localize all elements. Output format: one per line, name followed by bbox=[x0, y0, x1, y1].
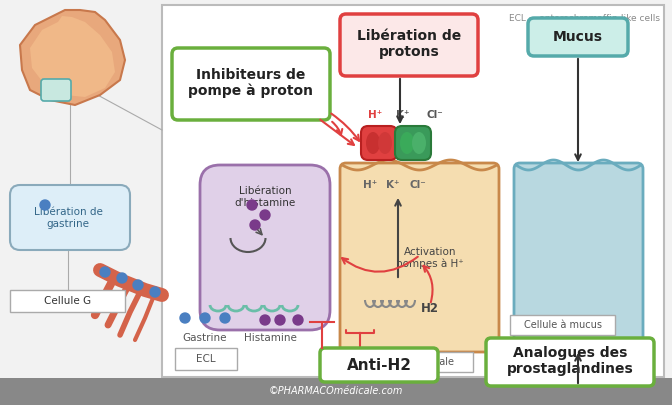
Circle shape bbox=[293, 315, 303, 325]
FancyBboxPatch shape bbox=[200, 165, 330, 330]
Text: Mucus: Mucus bbox=[553, 30, 603, 44]
FancyBboxPatch shape bbox=[528, 18, 628, 56]
Text: Cl⁻: Cl⁻ bbox=[410, 180, 426, 190]
Circle shape bbox=[200, 313, 210, 323]
Text: H2: H2 bbox=[421, 301, 439, 315]
Polygon shape bbox=[20, 10, 125, 105]
Circle shape bbox=[40, 200, 50, 210]
FancyBboxPatch shape bbox=[340, 14, 478, 76]
Polygon shape bbox=[30, 16, 115, 97]
Text: Analogues des
prostaglandines: Analogues des prostaglandines bbox=[507, 346, 634, 376]
FancyBboxPatch shape bbox=[10, 185, 130, 250]
Ellipse shape bbox=[366, 132, 380, 154]
Text: Activation
pompes à H⁺: Activation pompes à H⁺ bbox=[396, 247, 464, 269]
Bar bbox=[175, 348, 237, 370]
FancyBboxPatch shape bbox=[361, 126, 397, 160]
Text: Cellule G: Cellule G bbox=[44, 296, 91, 306]
FancyBboxPatch shape bbox=[172, 48, 330, 120]
Text: Cl⁻: Cl⁻ bbox=[427, 110, 444, 120]
Circle shape bbox=[180, 313, 190, 323]
Circle shape bbox=[275, 315, 285, 325]
Circle shape bbox=[133, 280, 143, 290]
Text: H⁺: H⁺ bbox=[368, 110, 382, 120]
Text: Cellule pariétale: Cellule pariétale bbox=[374, 357, 454, 367]
Bar bbox=[0, 378, 672, 405]
Text: Cellule à mucus: Cellule à mucus bbox=[524, 320, 602, 330]
FancyBboxPatch shape bbox=[514, 163, 643, 352]
FancyBboxPatch shape bbox=[320, 348, 438, 382]
Circle shape bbox=[220, 313, 230, 323]
Text: Libération de
gastrine: Libération de gastrine bbox=[34, 207, 102, 229]
Circle shape bbox=[250, 220, 260, 230]
FancyBboxPatch shape bbox=[486, 338, 654, 386]
Bar bbox=[510, 315, 615, 335]
Ellipse shape bbox=[412, 132, 426, 154]
Ellipse shape bbox=[400, 132, 414, 154]
Bar bbox=[10, 290, 125, 312]
Text: K⁺: K⁺ bbox=[386, 180, 400, 190]
Circle shape bbox=[117, 273, 127, 283]
FancyBboxPatch shape bbox=[395, 126, 431, 160]
Text: Histamine: Histamine bbox=[243, 333, 296, 343]
Circle shape bbox=[247, 200, 257, 210]
Circle shape bbox=[260, 315, 270, 325]
Circle shape bbox=[260, 210, 270, 220]
Circle shape bbox=[150, 287, 160, 297]
FancyBboxPatch shape bbox=[340, 163, 499, 352]
Text: Inhibiteurs de
pompe à proton: Inhibiteurs de pompe à proton bbox=[189, 68, 314, 98]
FancyBboxPatch shape bbox=[41, 79, 71, 101]
Text: ECL: ECL bbox=[196, 354, 216, 364]
Text: ECL = enterochromaffin-like cells: ECL = enterochromaffin-like cells bbox=[509, 14, 660, 23]
Bar bbox=[355, 352, 473, 372]
Text: Libération de
protons: Libération de protons bbox=[357, 29, 461, 59]
Circle shape bbox=[100, 267, 110, 277]
Bar bbox=[162, 5, 664, 377]
Text: Gastrine: Gastrine bbox=[183, 333, 227, 343]
Text: H⁺: H⁺ bbox=[363, 180, 377, 190]
Text: Anti-H2: Anti-H2 bbox=[347, 358, 411, 373]
Ellipse shape bbox=[378, 132, 392, 154]
Text: Libération
d'histamine: Libération d'histamine bbox=[235, 186, 296, 208]
Text: ©PHARMACOmédicale.com: ©PHARMACOmédicale.com bbox=[269, 386, 403, 396]
Text: K⁺: K⁺ bbox=[396, 110, 410, 120]
